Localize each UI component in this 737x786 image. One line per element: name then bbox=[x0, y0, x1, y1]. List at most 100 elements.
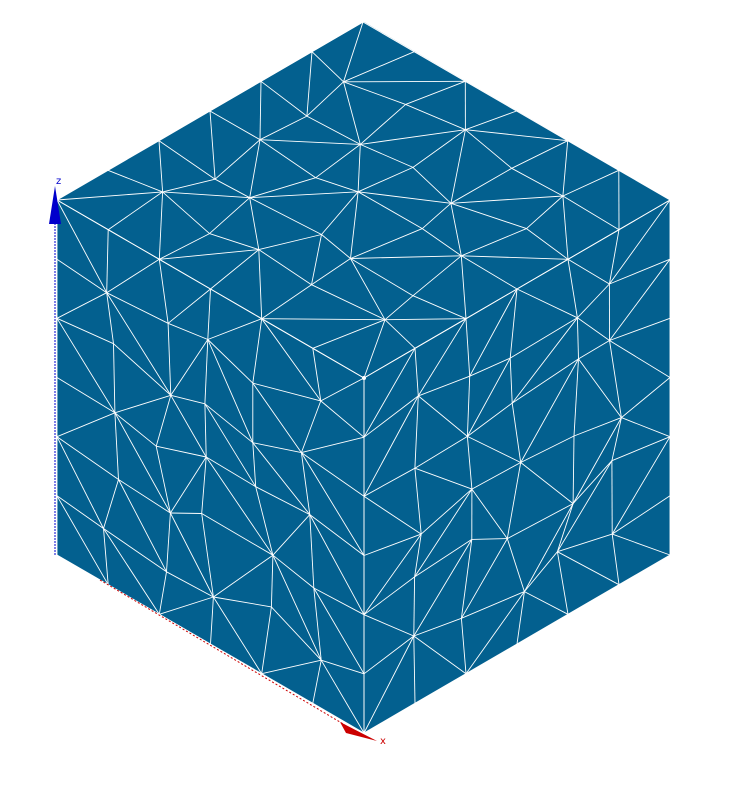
mesh-edge bbox=[506, 462, 522, 539]
mesh-edge bbox=[609, 340, 671, 378]
mesh-edge bbox=[158, 191, 164, 260]
mesh-edge bbox=[358, 191, 451, 204]
mesh-edge bbox=[350, 258, 414, 297]
mesh-edge bbox=[159, 596, 214, 615]
mesh-edge bbox=[313, 587, 322, 661]
mesh-edge bbox=[311, 234, 322, 285]
mesh-edge bbox=[350, 191, 359, 259]
mesh-edges bbox=[56, 21, 671, 734]
mesh-edge bbox=[609, 199, 671, 285]
mesh-edge bbox=[343, 81, 361, 145]
mesh-edge bbox=[467, 435, 521, 463]
mesh-edge bbox=[562, 140, 569, 197]
mesh-edge bbox=[611, 436, 671, 535]
mesh-edge bbox=[300, 452, 311, 515]
mesh-edge bbox=[114, 412, 171, 514]
mesh-edge bbox=[159, 233, 210, 260]
mesh-edge bbox=[343, 80, 466, 83]
mesh-edge bbox=[412, 129, 466, 168]
mesh-edge bbox=[506, 538, 525, 592]
mesh-edge bbox=[306, 115, 361, 145]
mesh-edge bbox=[360, 129, 466, 145]
mesh-edge bbox=[113, 343, 172, 396]
mesh-edge bbox=[360, 143, 414, 168]
mesh-edge bbox=[107, 584, 160, 615]
mesh-edge bbox=[207, 288, 211, 340]
mesh-edge bbox=[612, 533, 671, 556]
mesh-edge bbox=[311, 21, 364, 53]
mesh-edge bbox=[507, 503, 574, 539]
mesh-edge bbox=[384, 318, 467, 321]
mesh-edge bbox=[413, 539, 473, 637]
mesh-edge bbox=[524, 551, 558, 592]
mesh-edge bbox=[106, 229, 109, 293]
mesh-edge bbox=[363, 702, 416, 734]
mesh-edge bbox=[209, 197, 250, 234]
mesh-edge bbox=[56, 169, 109, 201]
mesh-edge bbox=[471, 538, 508, 540]
mesh-edge bbox=[272, 555, 322, 661]
mesh-edge bbox=[321, 191, 359, 235]
mesh-edge bbox=[56, 199, 109, 231]
mesh-edge bbox=[362, 21, 415, 53]
mesh-edge bbox=[413, 51, 466, 82]
mesh-edge bbox=[526, 228, 569, 260]
mesh-edge bbox=[107, 169, 163, 193]
mesh-edge bbox=[363, 533, 422, 615]
mesh-edge bbox=[301, 452, 365, 556]
mesh-edge bbox=[261, 606, 272, 674]
mesh-edge bbox=[414, 673, 467, 704]
mesh-edge bbox=[414, 488, 473, 578]
mesh-edge bbox=[56, 495, 109, 585]
mesh-edge bbox=[210, 249, 260, 290]
mesh-edge bbox=[213, 596, 272, 608]
mesh-edge bbox=[413, 576, 416, 637]
mesh-edge bbox=[106, 292, 172, 396]
mesh-edge bbox=[414, 539, 473, 578]
mesh-edge bbox=[311, 258, 351, 286]
mesh-edge bbox=[158, 140, 164, 192]
mesh-edge bbox=[509, 358, 513, 404]
mesh-edge bbox=[56, 436, 104, 529]
mesh-edge bbox=[363, 495, 422, 535]
mesh-edge bbox=[413, 635, 467, 675]
mesh-edge bbox=[210, 596, 214, 645]
mesh-edge bbox=[511, 358, 579, 404]
mesh-edge bbox=[209, 233, 259, 251]
mesh-edge bbox=[210, 643, 262, 675]
mesh-edge bbox=[210, 288, 262, 320]
mesh-edge bbox=[611, 534, 620, 585]
mesh-edge bbox=[56, 258, 107, 294]
mesh-edge bbox=[170, 339, 209, 396]
mesh-edge bbox=[450, 167, 512, 204]
mesh-edge bbox=[412, 295, 467, 320]
mesh-edge bbox=[467, 402, 513, 437]
mesh-edge bbox=[309, 514, 315, 589]
mesh-edge bbox=[167, 288, 211, 324]
mesh-edge bbox=[158, 140, 216, 180]
mesh-edge bbox=[621, 377, 671, 418]
mesh-edge bbox=[261, 318, 314, 349]
mesh-edge bbox=[259, 139, 361, 145]
mesh-edge bbox=[414, 395, 419, 469]
mesh-edge bbox=[158, 571, 167, 615]
mesh-edge bbox=[556, 503, 574, 552]
mesh-edge bbox=[363, 395, 419, 497]
mesh-edge bbox=[315, 177, 359, 193]
mesh-edge bbox=[363, 319, 386, 379]
mesh-edge bbox=[309, 514, 365, 556]
mesh-edge bbox=[516, 288, 578, 319]
x-axis-arrow-icon bbox=[340, 722, 377, 741]
mesh-edge bbox=[107, 191, 163, 231]
mesh-edge bbox=[107, 140, 160, 171]
mesh-edge bbox=[249, 191, 359, 199]
mesh-edge bbox=[103, 528, 160, 615]
mesh-edge bbox=[524, 503, 574, 592]
mesh-edge bbox=[611, 495, 671, 535]
mesh-edge bbox=[205, 456, 274, 556]
mesh-edge bbox=[167, 323, 172, 396]
mesh-edge bbox=[363, 614, 414, 637]
mesh-edge bbox=[312, 347, 365, 379]
mesh-edge bbox=[162, 191, 210, 234]
